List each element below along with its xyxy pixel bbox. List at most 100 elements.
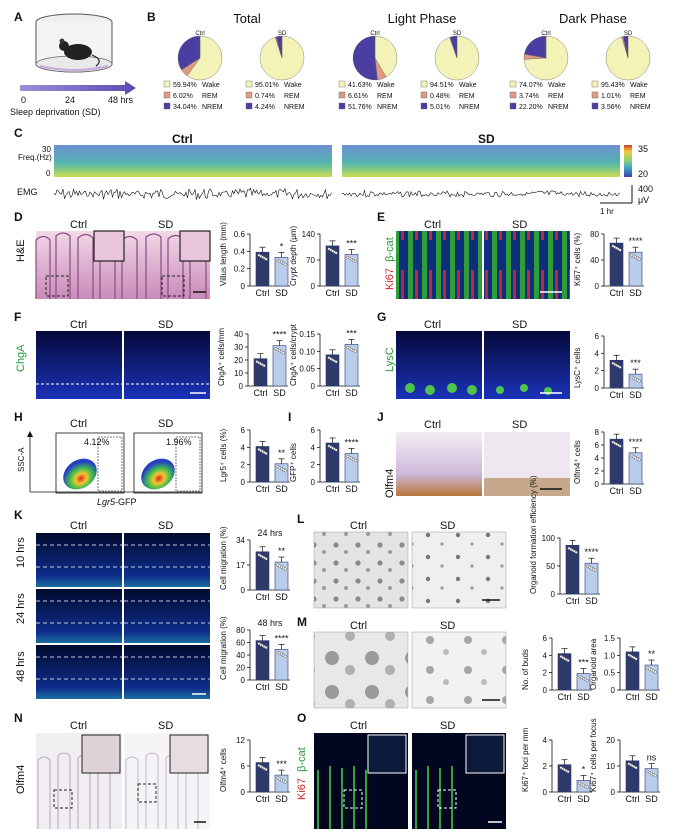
ylabel-F1: ChgA⁺ cells/mm — [217, 328, 226, 386]
panel-h-label: H — [14, 410, 23, 424]
legend-swatch-2-1-1 — [591, 91, 599, 99]
tick-label-G1-3: 6 — [595, 332, 600, 341]
point-D1-1-4 — [283, 262, 287, 266]
cat-label-M1-1: SD — [577, 692, 590, 702]
spectrogram-ctrl — [54, 145, 332, 177]
cat-label-M2-0: Ctrl — [626, 692, 640, 702]
m-sd-label: SD — [440, 620, 455, 632]
ylabel-H1: Lgr5⁺ cells (%) — [219, 429, 228, 482]
point-D2-0-4 — [334, 251, 338, 255]
tick-label-K1-0: 0 — [241, 586, 246, 595]
j-micrograph-ctrl — [396, 432, 482, 496]
pie-slice-0-1-2 — [275, 35, 283, 59]
k-row-label-24: 24 hrs — [15, 593, 27, 624]
panel-e-label: E — [377, 210, 385, 224]
tick-label-H1-1: 2 — [241, 461, 246, 470]
tick-label-D1-2: 0.4 — [234, 247, 246, 256]
legend-value-2-1-2: 3.56% — [601, 104, 621, 111]
ylabel-K1: Cell migration (%) — [219, 526, 228, 590]
point-L1-1-4 — [593, 568, 597, 572]
legend-swatch-0-1-1 — [245, 91, 253, 99]
legend-swatch-2-0-1 — [509, 91, 517, 99]
c-y30: 30 — [42, 145, 51, 154]
sig-G1: *** — [630, 358, 641, 368]
pie-slice-0-0-0 — [186, 35, 223, 81]
legend-swatch-1-1-0 — [420, 80, 428, 88]
timeline-caption: Sleep deprivation (SD) — [10, 107, 101, 117]
legend-value-1-0-0: 41.63% — [348, 82, 372, 89]
e-ctrl-label: Ctrl — [424, 219, 441, 231]
sig-O2: ns — [647, 753, 657, 763]
bar-chart-K2: 0 20 40 60 80 Ctrl SD **** Cell migration (%) 48 … — [219, 616, 290, 692]
h-gate-sd: 1.96% — [166, 437, 192, 447]
h-gate-ctrl: 4.12% — [84, 437, 110, 447]
cat-label-D2-1: SD — [345, 288, 358, 298]
f-micrograph-ctrl — [36, 331, 122, 399]
legend-label-0-1-2: NREM — [284, 104, 305, 111]
legend-swatch-2-0-0 — [509, 80, 517, 88]
c-time-label: 1 hr — [600, 207, 614, 216]
point-F1-0-4 — [262, 364, 266, 368]
o-micrograph-sd — [412, 733, 506, 829]
point-H1-0-4 — [264, 451, 268, 456]
legend-value-2-1-0: 95.43% — [601, 82, 625, 89]
pie-name-2-0: Ctrl — [541, 31, 550, 37]
tick-label-O1-1: 2 — [543, 762, 548, 771]
ylabel-M1: No. of buds — [521, 649, 530, 690]
point-H1-1-4 — [283, 469, 287, 473]
sig-E1: **** — [628, 236, 643, 246]
tick-label-G1-0: 0 — [595, 384, 600, 393]
tick-label-O2-1: 10 — [606, 762, 615, 771]
panel-d-label: D — [14, 210, 23, 224]
legend-value-1-0-2: 51.76% — [348, 104, 372, 111]
tick-label-J1-1: 2 — [595, 467, 600, 476]
point-L1-0-4 — [574, 550, 578, 554]
legend-label-0-1-0: Wake — [284, 82, 302, 89]
tick-label-M2-0: 0 — [611, 686, 616, 695]
emg-trace-ctrl — [53, 187, 332, 200]
o-ctrl-label: Ctrl — [350, 720, 367, 732]
legend-swatch-1-1-2 — [420, 102, 428, 110]
pie-name-1-1: SD — [453, 31, 462, 37]
l-image-ctrl — [313, 531, 409, 609]
legend-swatch-0-1-0 — [245, 80, 253, 88]
spectrogram-sd — [342, 145, 620, 177]
sig-F2: *** — [346, 328, 357, 338]
cat-label-M2-1: SD — [645, 692, 658, 702]
bar-chart-M2: 0 0.5 1.0 1.5 Ctrl SD ** Organoid area — [589, 634, 660, 702]
panel-a-label: A — [14, 10, 23, 24]
sig-M2: ** — [648, 649, 656, 659]
h-xlab-a: Lgr5 — [97, 497, 116, 507]
cat-label-J1-0: Ctrl — [610, 486, 624, 496]
e-micrograph-sd — [484, 231, 570, 299]
pie-group-title-2: Dark Phase — [559, 11, 627, 26]
tick-label-K1-1: 17 — [236, 561, 245, 570]
tick-label-G1-2: 4 — [595, 349, 600, 358]
cat-label-O2-1: SD — [645, 794, 658, 804]
tick-label-K1-2: 34 — [236, 536, 245, 545]
n-micrograph-sd — [124, 733, 210, 829]
e-sd-label: SD — [512, 219, 527, 231]
point-N1-0-4 — [264, 767, 268, 772]
k-row-label-10: 10 hrs — [15, 537, 27, 568]
pie-name-0-0: Ctrl — [195, 31, 204, 37]
k-image-2-0 — [36, 645, 122, 699]
pie-name-1-0: Ctrl — [370, 31, 379, 37]
cat-label-K1-1: SD — [275, 592, 288, 602]
tick-label-D1-0: 0 — [241, 282, 246, 291]
legend-swatch-1-1-1 — [420, 91, 428, 99]
tick-label-L1-0: 0 — [551, 590, 556, 599]
tick-label-G1-1: 2 — [595, 367, 600, 376]
f-micrograph-sd — [124, 331, 210, 399]
tick-label-F1-2: 20 — [234, 356, 243, 365]
panel-f-label: F — [14, 310, 21, 324]
point-G1-0-4 — [618, 365, 622, 369]
legend-swatch-2-1-2 — [591, 102, 599, 110]
tick-label-E1-1: 40 — [590, 256, 599, 265]
cat-label-I1-1: SD — [345, 484, 358, 494]
sig-F1: **** — [272, 330, 287, 340]
legend-swatch-0-0-2 — [163, 102, 171, 110]
bar-chart-F2: 0 0.05 0.10 0.15 Ctrl SD *** ChgA⁺ cells/crypt — [289, 323, 360, 398]
e-micrograph-ctrl — [396, 231, 482, 299]
